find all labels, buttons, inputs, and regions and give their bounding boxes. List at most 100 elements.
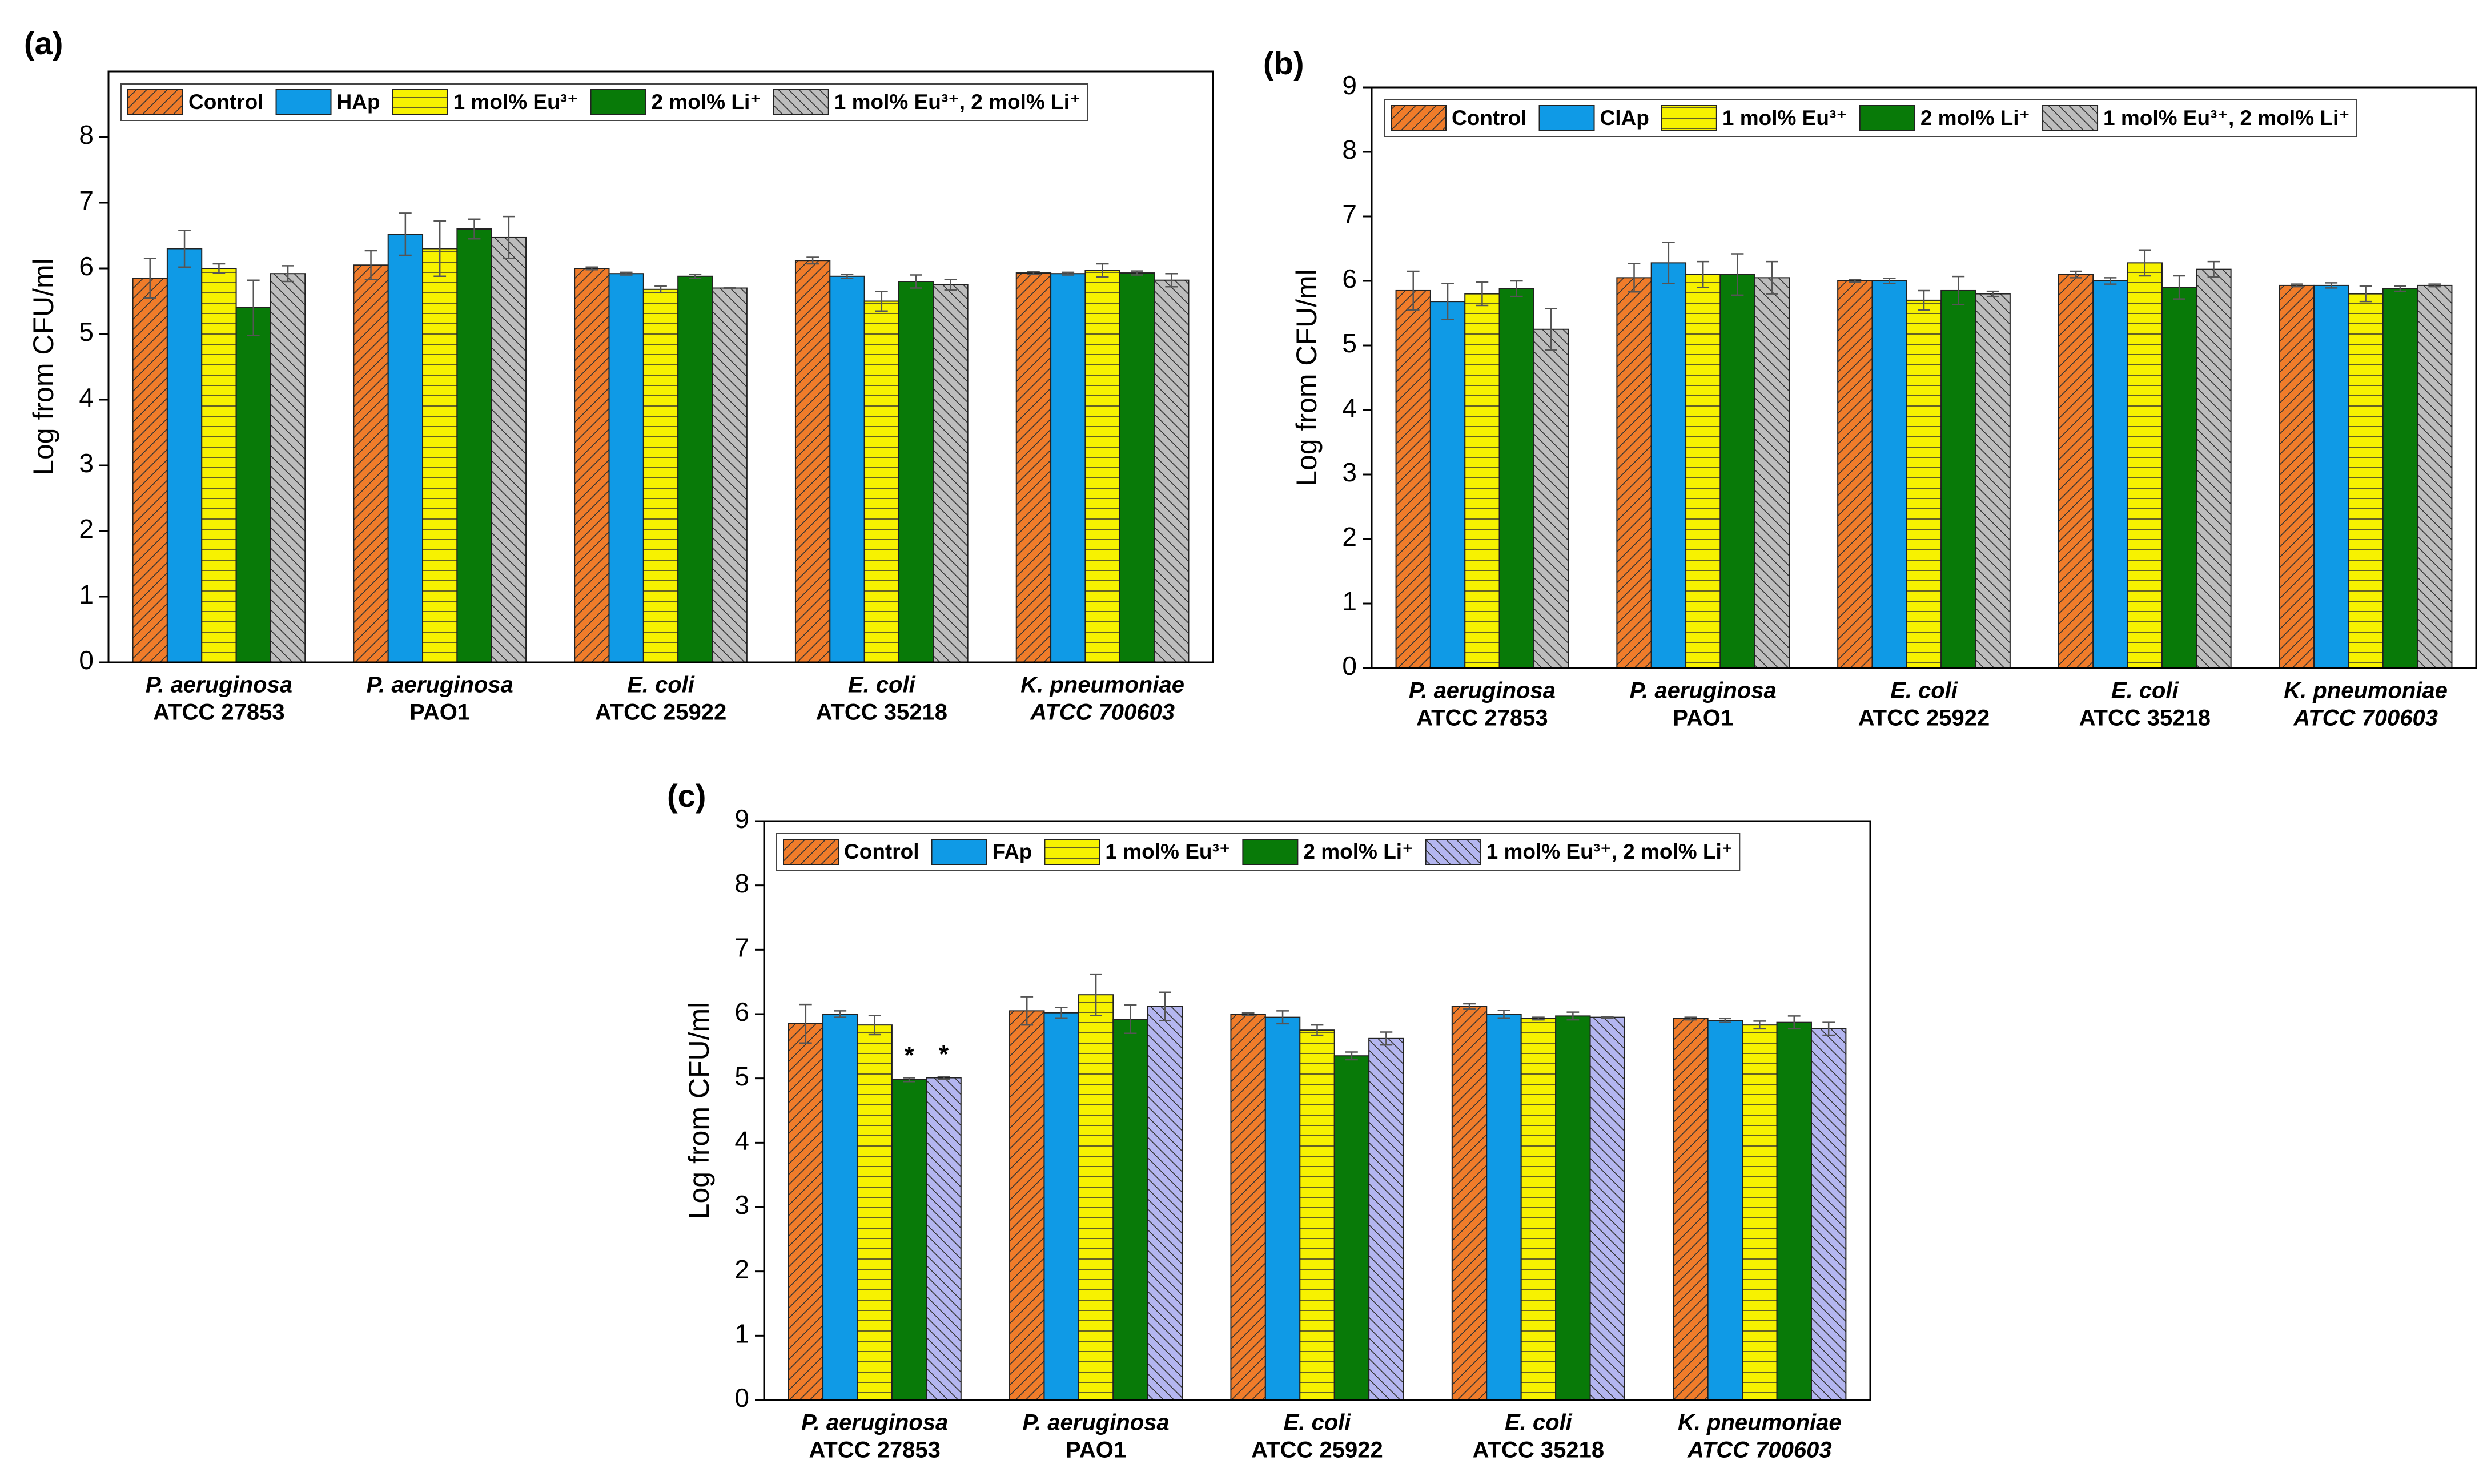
legend-swatch <box>590 89 646 115</box>
bar <box>863 300 899 663</box>
bar <box>1673 1018 1709 1401</box>
y-tick-label: 9 <box>1342 70 1357 100</box>
legend-label: 2 mol% Li⁺ <box>1920 106 2030 130</box>
error-bar <box>2104 277 2117 285</box>
error-bar <box>1684 1016 1697 1021</box>
error-bar <box>689 274 702 279</box>
bar <box>1084 270 1120 663</box>
bar <box>166 248 203 663</box>
error-bar <box>1090 973 1102 1016</box>
panel-label: (c) <box>667 778 706 814</box>
y-tick-label: 7 <box>734 932 749 962</box>
error-bar <box>1753 1020 1766 1030</box>
x-tick-label: E. coli <box>1505 1410 1573 1435</box>
bar <box>132 278 168 663</box>
x-tick-label: K. pneumoniae <box>1020 673 1184 698</box>
bar <box>1906 299 1942 669</box>
error-bar <box>399 212 412 256</box>
error-bar <box>585 266 598 271</box>
y-tick-label: 8 <box>1342 135 1357 164</box>
bar <box>822 1014 858 1401</box>
legend-swatch <box>773 89 829 115</box>
error-bar <box>903 1077 916 1083</box>
bar <box>353 264 389 663</box>
bar <box>1719 274 1755 669</box>
x-tick-label: ATCC 27853 <box>809 1438 940 1463</box>
y-tick-label: 9 <box>734 804 749 834</box>
error-bar <box>2138 249 2151 277</box>
legend-label: 1 mol% Eu³⁺ <box>1105 840 1230 863</box>
annotation: * <box>939 1040 949 1068</box>
y-tick-label: 5 <box>1342 328 1357 358</box>
error-bar <box>910 274 922 289</box>
error-bar <box>1380 1031 1393 1046</box>
error-bar <box>1276 1010 1289 1025</box>
x-tick-label: E. coli <box>627 673 695 698</box>
y-tick-label: 2 <box>734 1254 749 1284</box>
x-tick-label: P. aeruginosa <box>367 673 513 698</box>
y-tick-label: 6 <box>734 997 749 1027</box>
error-bar <box>1441 283 1454 321</box>
x-tick-label: ATCC 25922 <box>595 700 726 725</box>
legend-swatch <box>1425 839 1481 865</box>
legend-swatch <box>1242 839 1299 865</box>
bar <box>1589 1016 1625 1401</box>
error-bar <box>1545 308 1557 351</box>
y-tick-label: 4 <box>734 1125 749 1155</box>
bar <box>270 273 306 663</box>
x-tick-label: ATCC 35218 <box>2079 706 2211 731</box>
bar <box>1810 1028 1847 1401</box>
bar <box>2382 288 2418 669</box>
bar <box>1264 1016 1301 1401</box>
error-bar <box>1601 1016 1614 1019</box>
x-tick-label: P. aeruginosa <box>1409 678 1556 703</box>
error-bar <box>1124 1004 1137 1035</box>
bar <box>201 268 237 663</box>
y-tick-label: 3 <box>79 448 94 478</box>
bar <box>2279 284 2315 669</box>
error-bar <box>1311 1024 1324 1036</box>
error-bar <box>1952 275 1965 306</box>
error-bar <box>1718 1018 1731 1023</box>
bar <box>926 1077 962 1401</box>
y-tick-label: 6 <box>79 251 94 281</box>
x-tick-label: E. coli <box>1284 1410 1352 1435</box>
bar <box>712 287 748 663</box>
bar <box>1520 1018 1557 1401</box>
error-bar <box>944 279 957 291</box>
error-bar <box>247 279 260 336</box>
error-bar <box>1787 1015 1801 1030</box>
legend-label: 1 mol% Eu³⁺, 2 mol% Li⁺ <box>2103 106 2350 130</box>
bar <box>2127 262 2163 669</box>
error-bar <box>806 256 819 265</box>
legend-label: Control <box>1452 106 1527 130</box>
error-bar <box>1062 271 1075 276</box>
error-bar <box>433 220 447 278</box>
x-tick-label: ATCC 700603 <box>1687 1438 1832 1463</box>
y-tick-label: 5 <box>79 317 94 347</box>
x-tick-label: ATCC 35218 <box>816 700 947 725</box>
error-bar <box>1731 253 1744 296</box>
error-bar <box>2173 275 2185 300</box>
plot-frame <box>107 70 1214 663</box>
error-bar <box>868 1015 881 1036</box>
bar <box>1776 1021 1812 1401</box>
bar <box>1078 994 1114 1401</box>
legend-label: HAp <box>337 90 380 114</box>
error-bar <box>1883 278 1896 284</box>
bar <box>1486 1014 1522 1401</box>
legend-label: 1 mol% Eu³⁺ <box>453 90 578 114</box>
bar <box>829 275 865 663</box>
legend-label: 1 mol% Eu³⁺, 2 mol% Li⁺ <box>834 90 1081 114</box>
bar <box>491 236 527 663</box>
bar <box>2161 287 2197 669</box>
y-tick-label: 3 <box>734 1190 749 1220</box>
y-tick-label: 2 <box>79 514 94 544</box>
bar <box>2348 293 2384 669</box>
legend-label: FAp <box>993 840 1032 863</box>
bar <box>1395 289 1431 669</box>
legend-swatch <box>275 89 332 115</box>
error-bar <box>620 271 633 276</box>
bar <box>1368 1037 1404 1401</box>
